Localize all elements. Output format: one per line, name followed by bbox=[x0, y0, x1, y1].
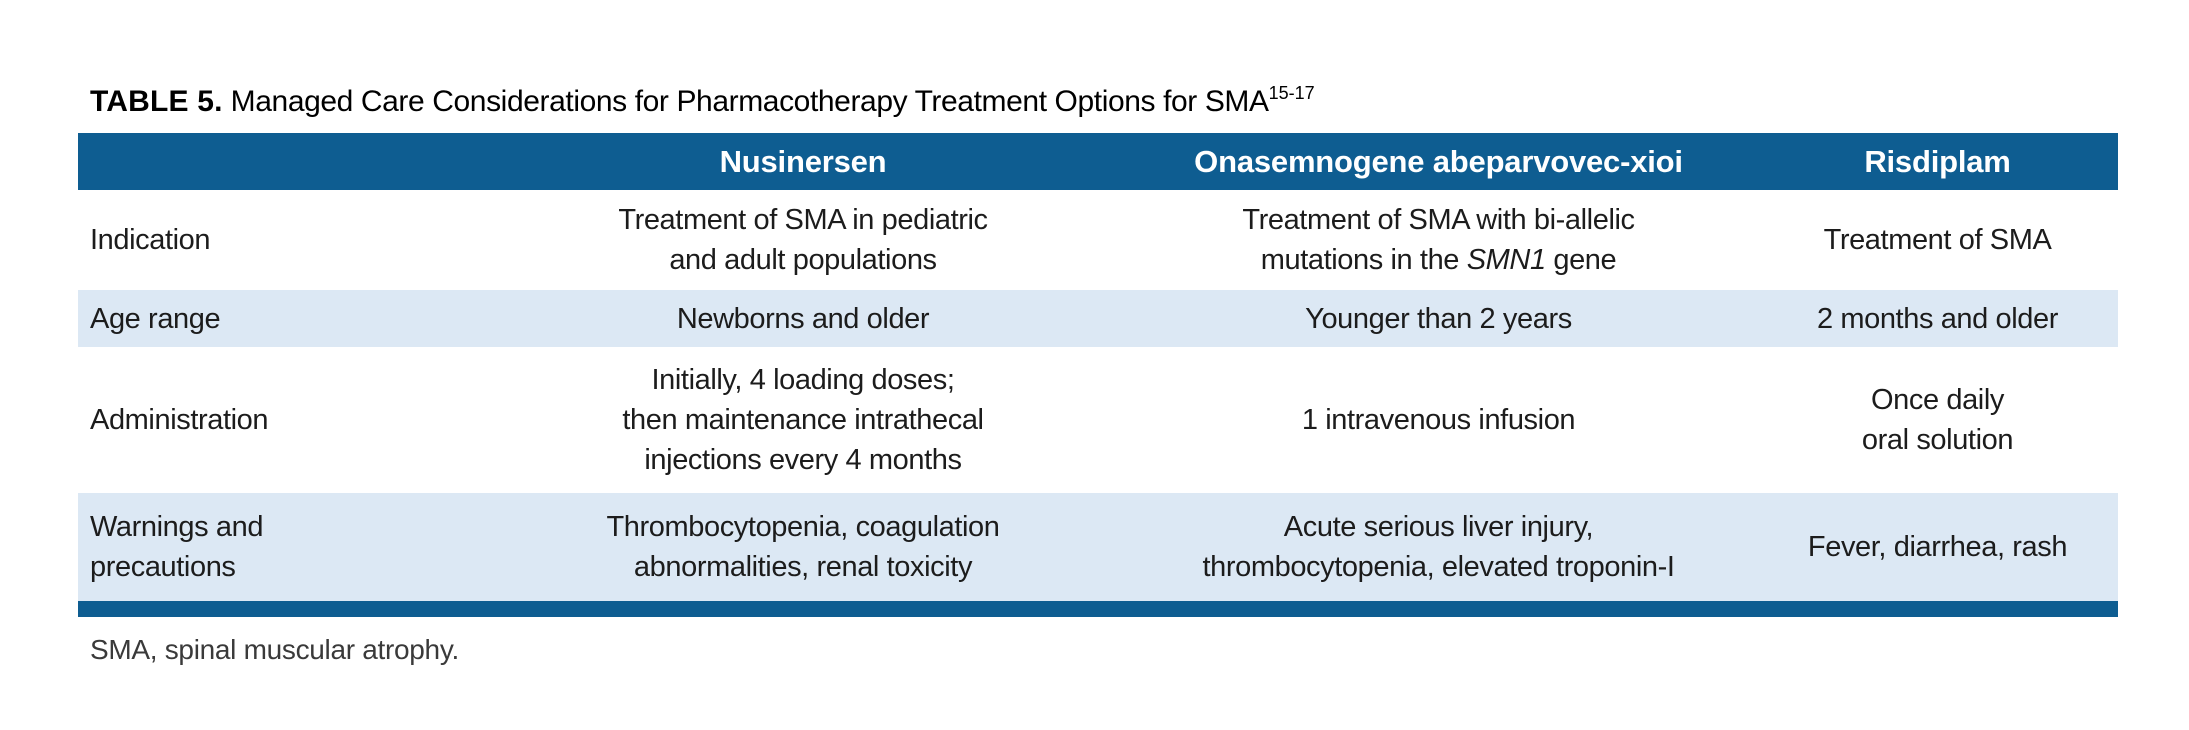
table-title: TABLE 5. Managed Care Considerations for… bbox=[90, 83, 1315, 123]
cell-warnings-onasemnogene: Acute serious liver injury, thrombocytope… bbox=[1202, 511, 1675, 583]
row-label-warnings: Warnings and precautions bbox=[90, 511, 264, 583]
row-label-age-range: Age range bbox=[90, 302, 221, 335]
gene-name-smn1-italic: SMN1 bbox=[1466, 244, 1546, 276]
cell-warnings-nusinersen: Thrombocytopenia, coagulation abnormaliti… bbox=[606, 511, 1000, 583]
header-cell-empty bbox=[78, 133, 486, 190]
cell-admin-onasemnogene: 1 intravenous infusion bbox=[1301, 404, 1576, 436]
table-row-warnings-precautions: Warnings and precautions Thrombocytopenia… bbox=[78, 493, 2118, 601]
table-number-label: TABLE 5. bbox=[90, 85, 223, 118]
cell-admin-risdiplam: Once daily oral solution bbox=[1861, 384, 2014, 456]
cell-age-onasemnogene: Younger than 2 years bbox=[1305, 302, 1572, 335]
cell-indication-risdiplam: Treatment of SMA bbox=[1823, 224, 2052, 256]
cell-warnings-risdiplam: Fever, diarrhea, rash bbox=[1807, 531, 2068, 563]
table-title-text: Managed Care Considerations for Pharmaco… bbox=[222, 85, 1269, 118]
table-row-age-range: Age range Newborns and older Younger tha… bbox=[78, 290, 2118, 347]
onasemnogene-indication-line2-suffix: gene bbox=[1545, 244, 1617, 276]
managed-care-considerations-table: Nusinersen Onasemnogene abeparvovec-xioi… bbox=[78, 133, 2118, 617]
title-reference-superscript: 15-17 bbox=[1268, 83, 1315, 103]
cell-indication-nusinersen: Treatment of SMA in pediatric and adult p… bbox=[618, 204, 988, 276]
cell-indication-onasemnogene: Treatment of SMA with bi-allelic mutation… bbox=[1120, 190, 1757, 290]
cell-admin-nusinersen: Initially, 4 loading doses; then maintena… bbox=[622, 364, 984, 476]
cell-age-nusinersen: Newborns and older bbox=[676, 302, 930, 335]
cell-age-risdiplam: 2 months and older bbox=[1816, 302, 2059, 335]
table-row-indication: Indication Treatment of SMA in pediatric… bbox=[78, 190, 2118, 290]
header-cell-risdiplam: Risdiplam bbox=[1864, 143, 2011, 179]
table-bottom-rule bbox=[78, 601, 2118, 617]
table-row-administration: Administration Initially, 4 loading dose… bbox=[78, 347, 2118, 493]
onasemnogene-indication-line1: Treatment of SMA with bi-allelic bbox=[1242, 204, 1635, 236]
cell-indication-onasemnogene-text: Treatment of SMA with bi-allelic mutation… bbox=[1242, 200, 1635, 280]
row-label-administration: Administration bbox=[90, 404, 269, 436]
header-cell-nusinersen: Nusinersen bbox=[719, 143, 887, 179]
table-header-row: Nusinersen Onasemnogene abeparvovec-xioi… bbox=[78, 133, 2118, 190]
onasemnogene-indication-line2-prefix: mutations in the bbox=[1260, 244, 1467, 276]
row-label-indication: Indication bbox=[90, 224, 211, 256]
table-footnote: SMA, spinal muscular atrophy. bbox=[90, 634, 459, 665]
header-cell-onasemnogene: Onasemnogene abeparvovec-xioi bbox=[1194, 143, 1683, 179]
